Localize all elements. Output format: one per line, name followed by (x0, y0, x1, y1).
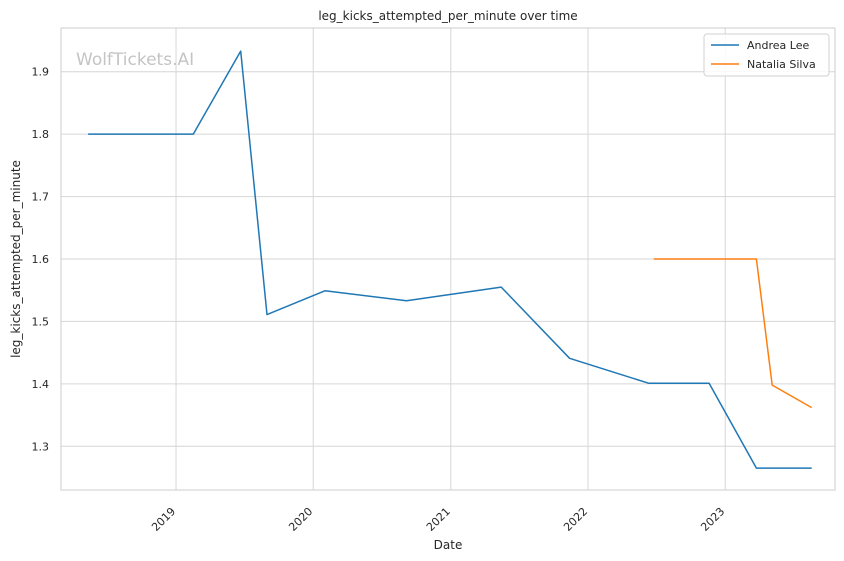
y-tick-label: 1.8 (32, 128, 50, 141)
x-axis: 2019 2020 2021 2022 2023 (149, 505, 727, 534)
x-tick-label: 2020 (286, 505, 315, 534)
x-tick-label: 2021 (424, 505, 453, 534)
legend-label-natalia-silva: Natalia Silva (747, 58, 816, 71)
legend: Andrea Lee Natalia Silva (703, 33, 830, 77)
y-tick-label: 1.6 (32, 253, 50, 266)
x-tick-label: 2019 (149, 505, 178, 534)
series-lines (88, 50, 813, 469)
y-tick-label: 1.9 (32, 66, 50, 79)
series-line-andrea-lee (88, 50, 812, 469)
x-axis-label: Date (434, 538, 463, 552)
y-tick-label: 1.4 (32, 378, 50, 391)
y-tick-label: 1.7 (32, 191, 50, 204)
x-tick-label: 2022 (561, 505, 590, 534)
legend-label-andrea-lee: Andrea Lee (747, 39, 809, 52)
plot-frame (60, 27, 836, 491)
y-tick-label: 1.5 (32, 315, 50, 328)
x-tick-label: 2023 (698, 505, 727, 534)
chart-title: leg_kicks_attempted_per_minute over time (318, 9, 577, 23)
y-axis: 1.3 1.4 1.5 1.6 1.7 1.8 1.9 (32, 66, 50, 454)
y-axis-label: leg_kicks_attempted_per_minute (9, 160, 23, 358)
y-tick-label: 1.3 (32, 440, 50, 453)
series-line-natalia-silva (653, 258, 813, 409)
watermark-text: WolfTickets.AI (76, 50, 194, 70)
